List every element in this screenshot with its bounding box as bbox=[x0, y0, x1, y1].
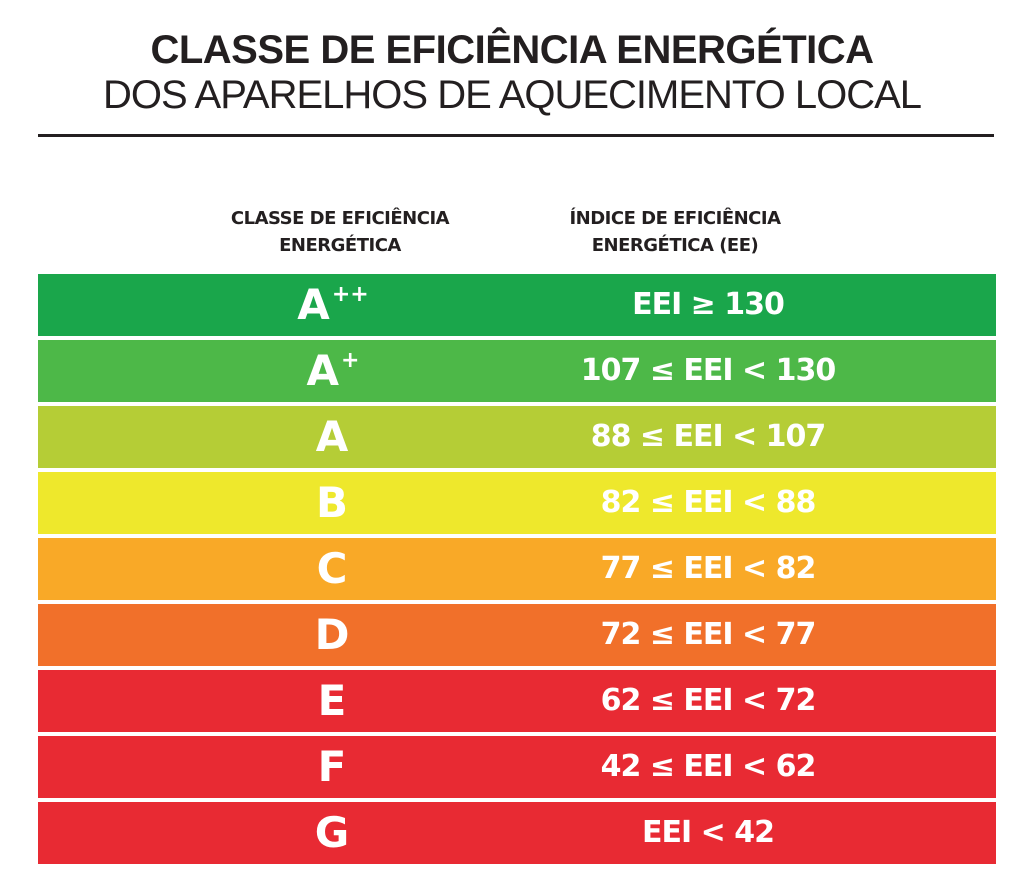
efficiency-row: B 82 ≤ EEI < 88 bbox=[38, 472, 996, 534]
class-letter: E bbox=[317, 676, 347, 725]
class-letter: A bbox=[306, 346, 340, 395]
eei-range: 62 ≤ EEI < 72 bbox=[600, 683, 817, 718]
title-subtitle: DOS APARELHOS DE AQUECIMENTO LOCAL bbox=[102, 73, 922, 117]
class-label: E bbox=[238, 670, 428, 732]
eei-range: 72 ≤ EEI < 77 bbox=[600, 617, 817, 652]
column-header-index: ÍNDICE DE EFICIÊNCIA ENERGÉTICA (EE) bbox=[525, 205, 825, 259]
class-superscript: ++ bbox=[331, 282, 369, 307]
class-label: C bbox=[238, 538, 428, 600]
column-header-index-line1: ÍNDICE DE EFICIÊNCIA bbox=[569, 208, 781, 229]
class-letter: A bbox=[315, 412, 349, 461]
column-header-class: CLASSE DE EFICIÊNCIA ENERGÉTICA bbox=[190, 205, 490, 259]
page-title: CLASSE DE EFICIÊNCIA ENERGÉTICA DOS APAR… bbox=[0, 28, 1024, 118]
class-letter: B bbox=[315, 478, 348, 527]
eei-range: EEI < 42 bbox=[642, 815, 775, 850]
class-label: B bbox=[238, 472, 428, 534]
title-main: CLASSE DE EFICIÊNCIA ENERGÉTICA bbox=[150, 28, 874, 72]
column-header-class-line1: CLASSE DE EFICIÊNCIA bbox=[230, 208, 450, 229]
class-letter: D bbox=[314, 610, 350, 659]
efficiency-row: A 88 ≤ EEI < 107 bbox=[38, 406, 996, 468]
column-header-index-line2: ENERGÉTICA (EE) bbox=[591, 235, 759, 256]
column-header-class-line2: ENERGÉTICA bbox=[279, 235, 401, 256]
eei-range: 107 ≤ EEI < 130 bbox=[580, 353, 836, 388]
class-superscript: + bbox=[341, 348, 360, 373]
class-label: D bbox=[238, 604, 428, 666]
title-divider bbox=[38, 134, 994, 137]
class-letter: A bbox=[297, 280, 330, 329]
efficiency-table: A++ EEI ≥ 130 A+ 107 ≤ EEI < 130 A 88 ≤ … bbox=[38, 274, 996, 868]
eei-range: 77 ≤ EEI < 82 bbox=[600, 551, 817, 586]
class-letter: C bbox=[316, 544, 348, 593]
efficiency-row: F 42 ≤ EEI < 62 bbox=[38, 736, 996, 798]
class-letter: F bbox=[317, 742, 347, 791]
efficiency-row: C 77 ≤ EEI < 82 bbox=[38, 538, 996, 600]
eei-range: 82 ≤ EEI < 88 bbox=[600, 485, 817, 520]
efficiency-row: A+ 107 ≤ EEI < 130 bbox=[38, 340, 996, 402]
efficiency-row: G EEI < 42 bbox=[38, 802, 996, 864]
class-label: A+ bbox=[238, 340, 428, 402]
class-label: A bbox=[238, 406, 428, 468]
class-label: F bbox=[238, 736, 428, 798]
class-label: A++ bbox=[238, 274, 428, 336]
eei-range: EEI ≥ 130 bbox=[632, 287, 785, 322]
efficiency-row: A++ EEI ≥ 130 bbox=[38, 274, 996, 336]
class-letter: G bbox=[314, 808, 350, 857]
class-label: G bbox=[238, 802, 428, 864]
eei-range: 88 ≤ EEI < 107 bbox=[590, 419, 827, 454]
eei-range: 42 ≤ EEI < 62 bbox=[600, 749, 817, 784]
efficiency-row: E 62 ≤ EEI < 72 bbox=[38, 670, 996, 732]
efficiency-row: D 72 ≤ EEI < 77 bbox=[38, 604, 996, 666]
